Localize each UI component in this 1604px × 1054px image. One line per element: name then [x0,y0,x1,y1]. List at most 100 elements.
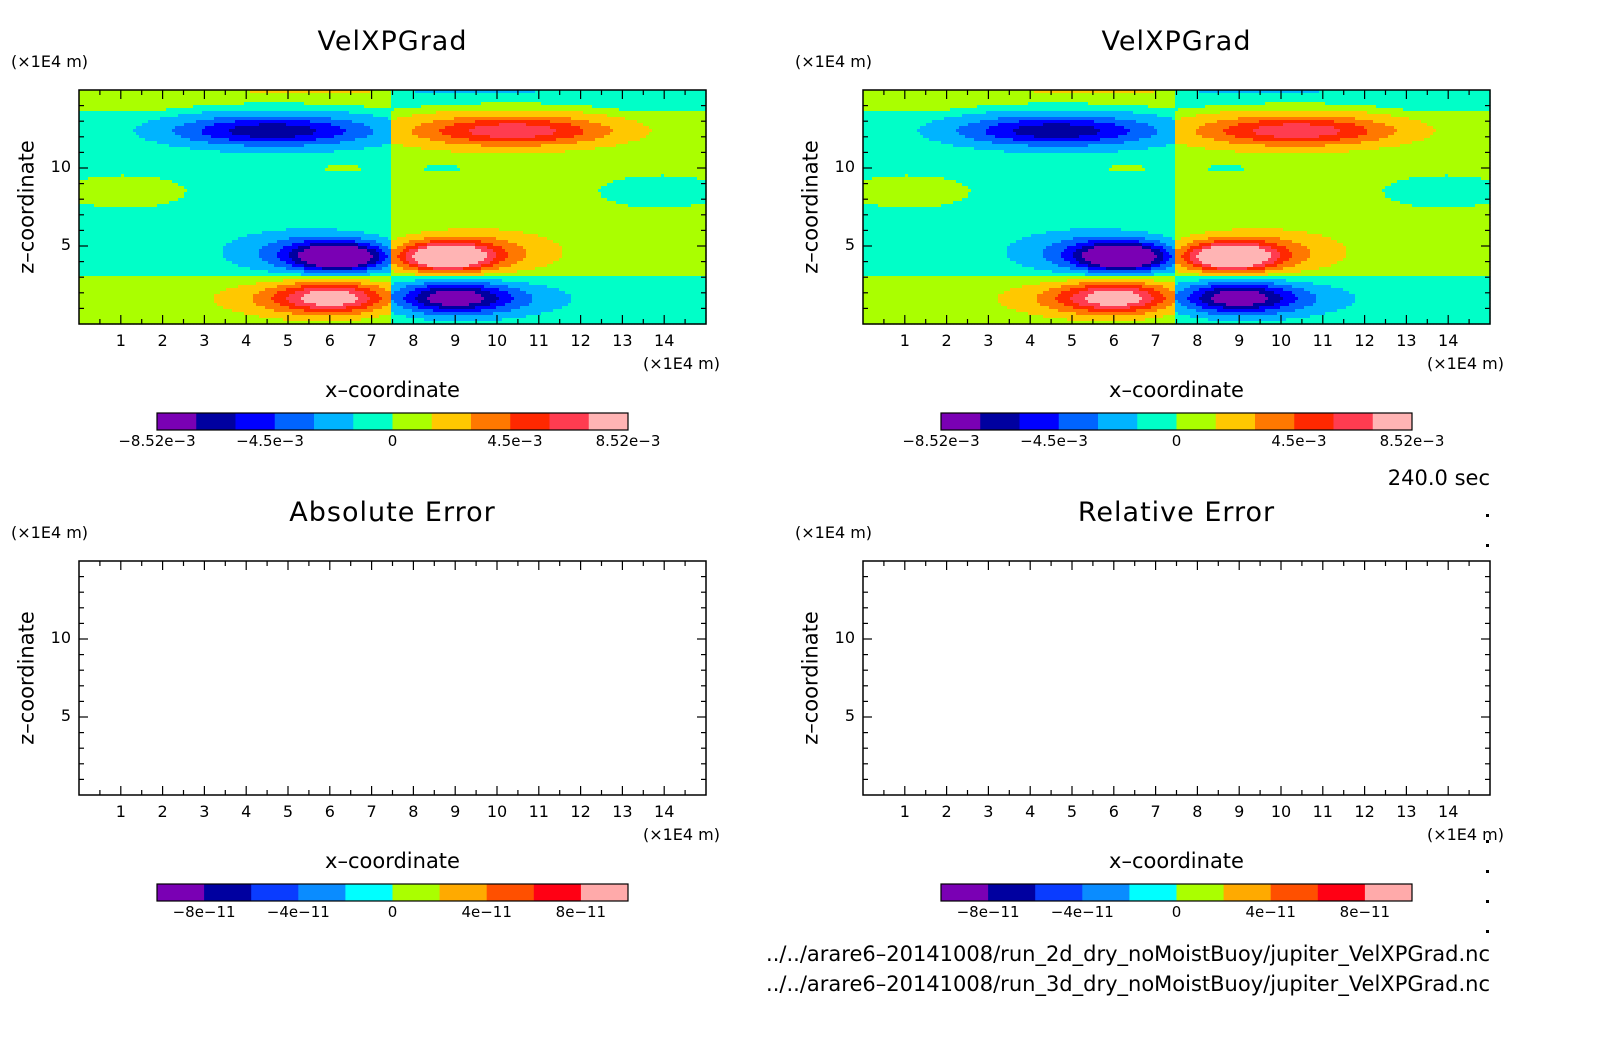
colorbar-swatch [439,884,488,901]
colorbar-frame [156,883,629,902]
x-tick-label: 13 [1396,333,1416,349]
colorbar-label: 4e−11 [1245,905,1295,920]
colorbar-label: 4e−11 [461,905,511,920]
colorbar-swatch [1058,413,1099,430]
x-tick-label: 4 [241,804,251,820]
x-tick-label: 5 [1067,333,1077,349]
colorbar-swatch [392,884,440,901]
y-tick-label: 5 [61,708,71,724]
y-tick-label: 5 [845,237,855,253]
colorbar-swatch [1082,884,1130,901]
colorbar-swatch [941,884,989,901]
margin-dot [1486,870,1489,873]
panel-title: Relative Error [1078,499,1275,526]
colorbar-swatch [486,884,535,901]
colorbar-swatch [314,413,354,430]
x-tick-label: 4 [241,333,251,349]
x-tick-label: 2 [942,333,952,349]
colorbar-label: −4.5e−3 [236,434,304,449]
colorbar-swatch [549,413,590,430]
colorbar-swatch [1035,884,1083,901]
colorbar-swatch [1294,413,1334,430]
x-tick-label: 1 [900,333,910,349]
x-tick-label: 14 [1438,333,1458,349]
x-tick-label: 11 [529,804,549,820]
x-axis-label: x–coordinate [325,380,460,401]
x-tick-label: 7 [1151,804,1161,820]
x-tick-label: 13 [1396,804,1416,820]
contour-field [79,90,707,325]
y-tick-label: 5 [61,237,71,253]
x-tick-label: 6 [1109,804,1119,820]
colorbar-swatch [980,413,1020,430]
colorbar-swatch [274,413,315,430]
colorbar-label: 8.52e−3 [596,434,661,449]
x-tick-label: 14 [1438,804,1458,820]
panel-title: VelXPGrad [1102,28,1252,55]
panel-title: VelXPGrad [318,28,468,55]
x-tick-label: 5 [1067,804,1077,820]
colorbar-swatch [1270,884,1319,901]
x-unit-label: (×1E4 m) [643,827,720,843]
colorbar-swatch [588,413,629,430]
y-axis-label: z–coordinate [799,611,823,745]
empty-field [79,561,706,795]
colorbar-swatch [510,413,550,430]
file-path-1: ../../arare6–20141008/run_2d_dry_noMoist… [766,944,1490,965]
x-tick-label: 12 [1354,333,1374,349]
x-tick-label: 9 [1234,804,1244,820]
x-tick-label: 7 [367,804,377,820]
x-tick-label: 13 [612,804,632,820]
colorbar-swatch [298,884,346,901]
x-tick-label: 3 [983,804,993,820]
colorbar-swatch [251,884,299,901]
x-tick-label: 6 [325,333,335,349]
x-tick-label: 8 [1192,804,1202,820]
colorbar-label: 8.52e−3 [1380,434,1445,449]
colorbar-swatch [1372,413,1413,430]
x-tick-label: 8 [1192,333,1202,349]
colorbar-swatch [1176,413,1217,430]
x-tick-label: 2 [158,804,168,820]
colorbar-label: 4.5e−3 [1271,434,1326,449]
x-tick-label: 4 [1025,804,1035,820]
x-tick-label: 9 [450,804,460,820]
contour-field [863,90,1491,325]
colorbar-swatch [204,884,252,901]
colorbar-label: −4.5e−3 [1020,434,1088,449]
colorbar-swatch [533,884,582,901]
colorbar-swatch [353,413,393,430]
x-tick-label: 6 [1109,333,1119,349]
colorbar-label: −8e−11 [957,905,1020,920]
colorbar-swatch [1223,884,1272,901]
x-tick-label: 3 [199,804,209,820]
x-tick-label: 3 [199,333,209,349]
y-tick-label: 10 [835,630,855,646]
colorbar-swatch [988,884,1036,901]
colorbar-label: 4.5e−3 [487,434,542,449]
colorbar-label: 8e−11 [556,905,606,920]
colorbar-swatch [1129,884,1177,901]
colorbar-frame [940,412,1413,431]
colorbar-swatch [1317,884,1366,901]
x-tick-label: 9 [1234,333,1244,349]
colorbar-label: −4e−11 [1051,905,1114,920]
x-unit-label: (×1E4 m) [1427,827,1504,843]
plot-frame [862,560,1491,796]
y-axis-label: z–coordinate [15,140,39,274]
x-tick-label: 11 [1313,804,1333,820]
colorbar-swatch [1176,884,1224,901]
x-tick-label: 12 [570,333,590,349]
colorbar-swatch [392,413,433,430]
colorbar-label: −4e−11 [267,905,330,920]
x-tick-label: 6 [325,804,335,820]
x-tick-label: 12 [1354,804,1374,820]
colorbar-swatch [235,413,276,430]
y-unit-label: (×1E4 m) [795,525,872,541]
x-tick-label: 14 [654,333,674,349]
margin-dot [1486,840,1489,843]
panel-title: Absolute Error [289,499,495,526]
x-unit-label: (×1E4 m) [643,356,720,372]
x-axis-label: x–coordinate [1109,851,1244,872]
colorbar-label: 0 [1172,905,1182,920]
